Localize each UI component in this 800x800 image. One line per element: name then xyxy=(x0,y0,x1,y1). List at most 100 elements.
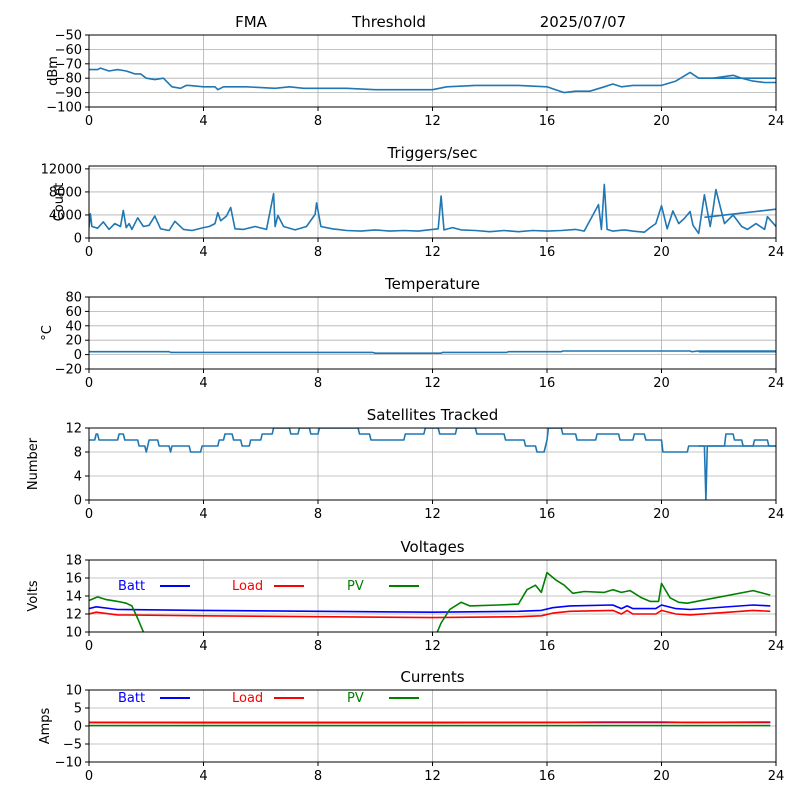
y-tick-label: −70 xyxy=(55,57,82,72)
y-tick-label: 8 xyxy=(74,446,82,461)
y-tick-label: −60 xyxy=(55,43,82,58)
panel-title: Currents xyxy=(400,668,464,686)
series-line-temp xyxy=(89,350,776,355)
x-tick-label: 16 xyxy=(539,114,556,129)
y-tick-label: 12 xyxy=(65,422,82,437)
x-tick-label: 20 xyxy=(653,376,670,391)
x-tick-label: 8 xyxy=(314,245,322,260)
legend-label-batt: Batt xyxy=(118,691,145,706)
series-line-pv xyxy=(89,571,771,632)
series-line-load xyxy=(89,609,771,619)
panel-satellites: 0 4 8 12 16 20 24 0 4 8 12 Satellites Tracked Number xyxy=(26,406,784,522)
y-axis-label: dBm xyxy=(46,56,61,86)
x-tick-label: 8 xyxy=(314,769,322,784)
x-tick-label: 8 xyxy=(314,376,322,391)
y-tick-label: 8000 xyxy=(49,185,82,200)
series-line-batt xyxy=(89,604,771,614)
x-tick-label: 12 xyxy=(424,769,441,784)
series-line-load xyxy=(89,721,771,724)
panel-title: Temperature xyxy=(384,275,480,293)
y-tick-label: −50 xyxy=(55,29,82,44)
y-tick-label: 0 xyxy=(74,348,82,363)
y-tick-label: 80 xyxy=(65,291,82,306)
x-tick-label: 20 xyxy=(653,114,670,129)
y-tick-label: 0 xyxy=(74,494,82,509)
x-tick-label: 4 xyxy=(199,376,207,391)
x-tick-label: 0 xyxy=(85,114,93,129)
header-date: 2025/07/07 xyxy=(540,13,626,31)
y-tick-label: 4 xyxy=(74,470,82,485)
panel-voltages: 0 4 8 12 16 20 24 10 12 14 16 18 Voltages Volts Batt Lo… xyxy=(26,538,784,654)
y-tick-label: 16 xyxy=(65,572,82,587)
y-tick-label: 12 xyxy=(65,608,82,623)
x-tick-label: 24 xyxy=(768,114,785,129)
y-tick-label: 14 xyxy=(65,590,82,605)
x-tick-label: 12 xyxy=(424,507,441,522)
legend-label-batt: Batt xyxy=(118,579,145,594)
y-tick-label: 10 xyxy=(65,684,82,699)
series-line-dbm xyxy=(89,67,776,94)
panel-currents: 0 4 8 12 16 20 24 −10 −5 0 5 10 Currents Amps Batt Load… xyxy=(38,668,784,784)
panel-signal: 0 4 8 12 16 20 24 −100−90−80−70−60−50 dBm xyxy=(46,29,784,130)
y-tick-label: −100 xyxy=(46,101,82,116)
y-tick-label: 18 xyxy=(65,554,82,569)
y-tick-label: −5 xyxy=(63,738,82,753)
series-line-count-return xyxy=(704,208,776,219)
y-axis-label: Volts xyxy=(26,580,41,612)
legend-label-pv: PV xyxy=(347,579,364,594)
x-tick-label: 16 xyxy=(539,507,556,522)
x-tick-label: 20 xyxy=(653,639,670,654)
x-tick-label: 4 xyxy=(199,114,207,129)
x-tick-label: 20 xyxy=(653,507,670,522)
x-tick-label: 0 xyxy=(85,245,93,260)
y-tick-label: −90 xyxy=(55,86,82,101)
x-tick-label: 16 xyxy=(539,639,556,654)
y-tick-label: 0 xyxy=(74,232,82,247)
y-axis-label: Number xyxy=(26,437,41,490)
x-tick-label: 4 xyxy=(199,639,207,654)
y-axis-label: °C xyxy=(40,325,55,341)
x-tick-label: 12 xyxy=(424,376,441,391)
series-line-sats xyxy=(89,428,776,500)
x-tick-label: 12 xyxy=(424,245,441,260)
panel-title: Voltages xyxy=(400,538,464,556)
header-mode: Threshold xyxy=(351,13,426,31)
y-tick-label: −10 xyxy=(55,756,82,771)
x-tick-label: 4 xyxy=(199,769,207,784)
legend-label-load: Load xyxy=(232,579,263,594)
x-tick-label: 20 xyxy=(653,769,670,784)
x-tick-label: 24 xyxy=(768,376,785,391)
x-tick-label: 20 xyxy=(653,245,670,260)
x-tick-label: 0 xyxy=(85,639,93,654)
y-axis-label: Amps xyxy=(38,707,53,744)
x-tick-label: 12 xyxy=(424,639,441,654)
y-tick-label: 5 xyxy=(74,702,82,717)
x-tick-label: 24 xyxy=(768,507,785,522)
y-tick-label: 10 xyxy=(65,626,82,641)
x-tick-label: 8 xyxy=(314,639,322,654)
x-tick-label: 24 xyxy=(768,245,785,260)
y-tick-label: −80 xyxy=(55,72,82,87)
legend-label-load: Load xyxy=(232,691,263,706)
y-tick-label: 12000 xyxy=(41,162,82,177)
x-tick-label: 8 xyxy=(314,507,322,522)
x-tick-label: 8 xyxy=(314,114,322,129)
x-tick-label: 24 xyxy=(768,639,785,654)
x-tick-label: 12 xyxy=(424,114,441,129)
y-tick-label: 60 xyxy=(65,305,82,320)
x-tick-label: 16 xyxy=(539,245,556,260)
y-tick-label: 40 xyxy=(65,319,82,334)
x-tick-label: 0 xyxy=(85,507,93,522)
x-tick-label: 4 xyxy=(199,507,207,522)
x-tick-label: 0 xyxy=(85,376,93,391)
legend-label-pv: PV xyxy=(347,691,364,706)
panel-title: Triggers/sec xyxy=(387,144,478,162)
x-tick-label: 24 xyxy=(768,769,785,784)
y-tick-label: −20 xyxy=(55,363,82,378)
y-tick-label: 20 xyxy=(65,334,82,349)
x-tick-label: 16 xyxy=(539,376,556,391)
x-tick-label: 0 xyxy=(85,769,93,784)
y-axis-label: Count xyxy=(52,183,67,222)
